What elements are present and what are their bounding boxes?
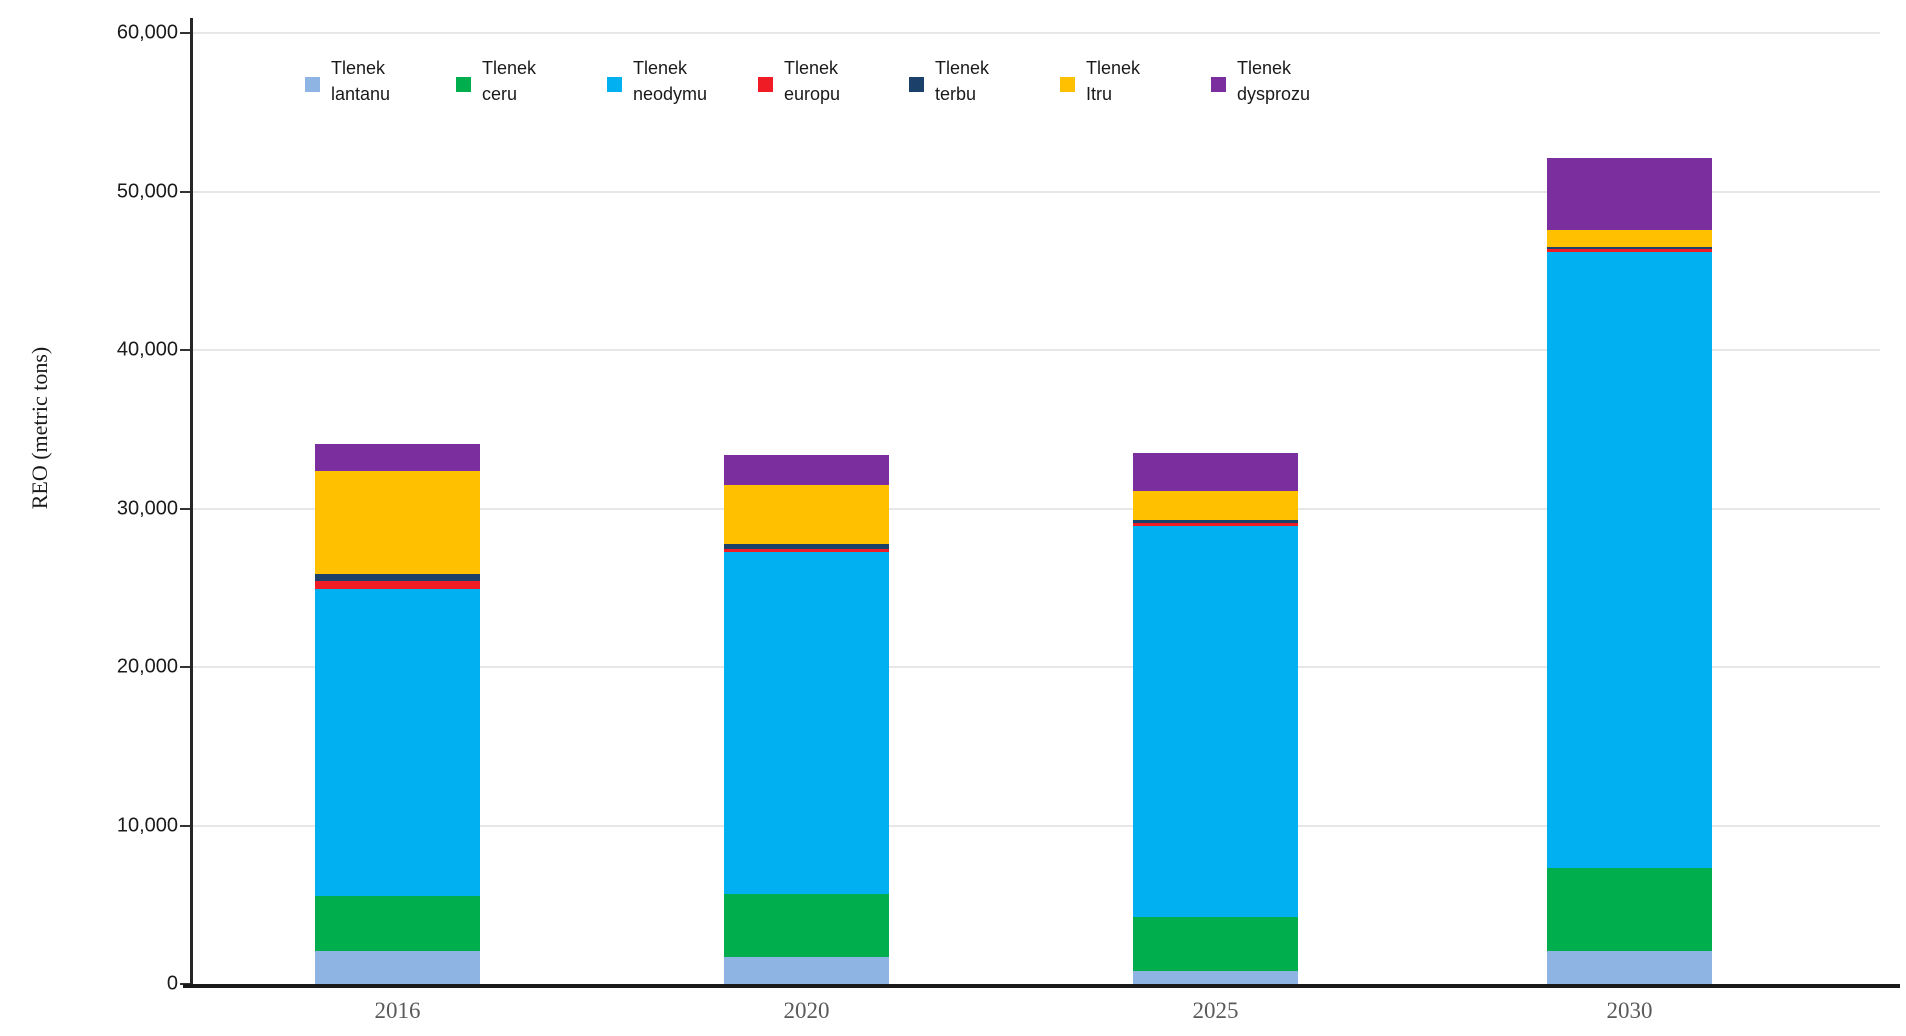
legend-item: Tlenek Itru (1060, 55, 1211, 107)
bar-segment (315, 471, 480, 575)
legend-item: Tlenek neodymu (607, 55, 758, 107)
y-axis-tick-mark (180, 32, 190, 34)
bar-segment (315, 896, 480, 951)
bar-segment (724, 454, 889, 485)
y-axis-title: REO (metric tons) (27, 346, 52, 510)
bar-segment (1547, 229, 1712, 247)
bar-segment (1547, 867, 1712, 951)
y-axis-tick-mark (180, 824, 190, 827)
x-axis-line (183, 984, 1900, 988)
bar-segment (724, 894, 889, 958)
x-axis-label: 2030 (1606, 998, 1653, 1023)
legend-swatch (909, 77, 924, 92)
bar-segment (1133, 491, 1298, 520)
bar-segment (724, 957, 889, 984)
bar-segment (315, 588, 480, 897)
bar-segment (724, 484, 889, 545)
bar-segment (315, 580, 480, 589)
legend-label: Tlenek europu (784, 58, 841, 104)
gridline (190, 32, 1880, 34)
legend-swatch (305, 77, 320, 92)
bar-segment (724, 548, 889, 553)
y-axis-tick-label: 60,000 (116, 21, 178, 44)
bar-segment (1133, 525, 1298, 918)
y-axis-tick-mark (180, 190, 190, 193)
chart-legend: Tlenek lantanu Tlenek ceru Tlenek neodymu Tlen… (305, 55, 1362, 107)
y-axis-tick-label: 20,000 (116, 655, 178, 678)
y-axis-tick-mark (180, 349, 190, 351)
stacked-bar-2016 (315, 444, 480, 984)
gridline (190, 824, 1880, 827)
bar-segment (1133, 453, 1298, 492)
bar-segment (1133, 917, 1298, 972)
x-axis-label: 2025 (1192, 998, 1239, 1023)
legend-item: Tlenek terbu (909, 55, 1060, 107)
x-axis-label: 2016 (374, 998, 421, 1023)
bar-segment (1133, 971, 1298, 984)
legend-label: Tlenek Itru (1086, 58, 1141, 104)
bar-segment (724, 544, 889, 549)
legend-item: Tlenek europu (758, 55, 909, 107)
bar-segment (315, 574, 480, 581)
legend-item: Tlenek dysprozu (1211, 55, 1362, 107)
gridline (190, 349, 1880, 351)
legend-swatch (758, 77, 773, 92)
legend-label: Tlenek lantanu (331, 58, 391, 104)
y-axis-tick-mark (180, 666, 190, 668)
stacked-bar-2025 (1133, 453, 1298, 984)
legend-swatch (607, 77, 622, 92)
legend-label: Tlenek terbu (935, 58, 990, 104)
y-axis-tick-label: 0 (166, 972, 178, 995)
legend-label: Tlenek dysprozu (1237, 58, 1311, 104)
bar-segment (1547, 950, 1712, 984)
gridline (190, 507, 1880, 510)
bar-segment (1547, 249, 1712, 252)
bar-segment (1133, 522, 1298, 526)
y-axis-tick-label: 40,000 (116, 338, 178, 361)
bar-segment (724, 552, 889, 895)
bar-segment (1133, 519, 1298, 523)
legend-swatch (1211, 77, 1226, 92)
legend-item: Tlenek lantanu (305, 55, 456, 107)
legend-label: Tlenek ceru (482, 58, 537, 104)
gridline (190, 666, 1880, 668)
gridline (190, 190, 1880, 193)
y-axis-tick-label: 10,000 (116, 814, 178, 836)
legend-item: Tlenek ceru (456, 55, 607, 107)
y-axis-tick-label: 30,000 (116, 497, 178, 519)
legend-label: Tlenek neodymu (633, 58, 708, 104)
x-axis-label: 2020 (783, 998, 830, 1023)
bar-segment (1547, 246, 1712, 250)
bar-segment (1547, 158, 1712, 230)
y-axis-tick-label: 50,000 (116, 180, 178, 202)
legend-swatch (1060, 77, 1075, 92)
bar-segment (315, 444, 480, 472)
y-axis-tick-mark (180, 507, 190, 510)
bar-segment (1547, 251, 1712, 868)
legend-swatch (456, 77, 471, 92)
y-axis-line (190, 18, 193, 984)
stacked-bar-2030 (1547, 158, 1712, 984)
bar-segment (315, 950, 480, 984)
stacked-bar-2020 (724, 454, 889, 984)
